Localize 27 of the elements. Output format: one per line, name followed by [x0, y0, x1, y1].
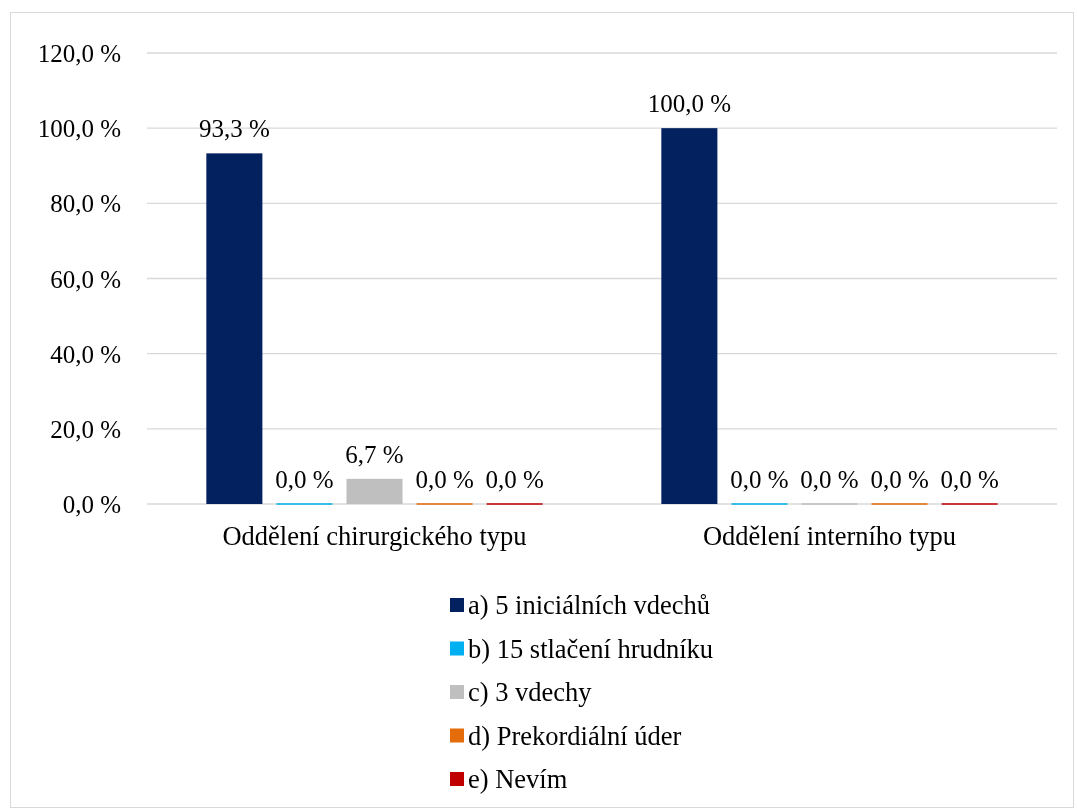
- legend-label: a) 5 iniciálních vdechů: [468, 590, 711, 620]
- legend-label: d) Prekordiální úder: [468, 720, 682, 751]
- data-label: 0,0 %: [730, 466, 789, 493]
- data-label: 6,7 %: [345, 440, 404, 468]
- y-tick-label: 0,0 %: [62, 490, 121, 518]
- y-tick-label: 20,0 %: [50, 415, 121, 443]
- bar: [206, 153, 263, 504]
- data-label: 0,0 %: [485, 466, 544, 493]
- data-label: 0,0 %: [800, 466, 859, 493]
- data-label: 0,0 %: [415, 466, 474, 493]
- y-tick-label: 60,0 %: [50, 265, 121, 292]
- bar: [661, 128, 718, 504]
- y-tick-label: 120,0 %: [37, 39, 121, 67]
- data-label: 93,3 %: [198, 115, 270, 143]
- y-tick-label: 100,0 %: [37, 114, 121, 142]
- data-label: 0,0 %: [940, 466, 999, 493]
- data-label: 100,0 %: [647, 90, 732, 118]
- x-tick-label: Oddělení chirurgického typu: [222, 521, 527, 551]
- data-label: 0,0 %: [870, 466, 929, 493]
- legend-label: b) 15 stlačení hrudníku: [468, 633, 714, 664]
- legend-label: c) 3 vdechy: [468, 677, 593, 707]
- legend-label: e) Nevím: [468, 764, 568, 794]
- bar: [346, 478, 403, 504]
- x-tick-label: Oddělení interního typu: [702, 521, 957, 551]
- y-tick-label: 80,0 %: [50, 189, 121, 217]
- data-label: 0,0 %: [275, 466, 334, 493]
- y-tick-label: 40,0 %: [50, 340, 121, 368]
